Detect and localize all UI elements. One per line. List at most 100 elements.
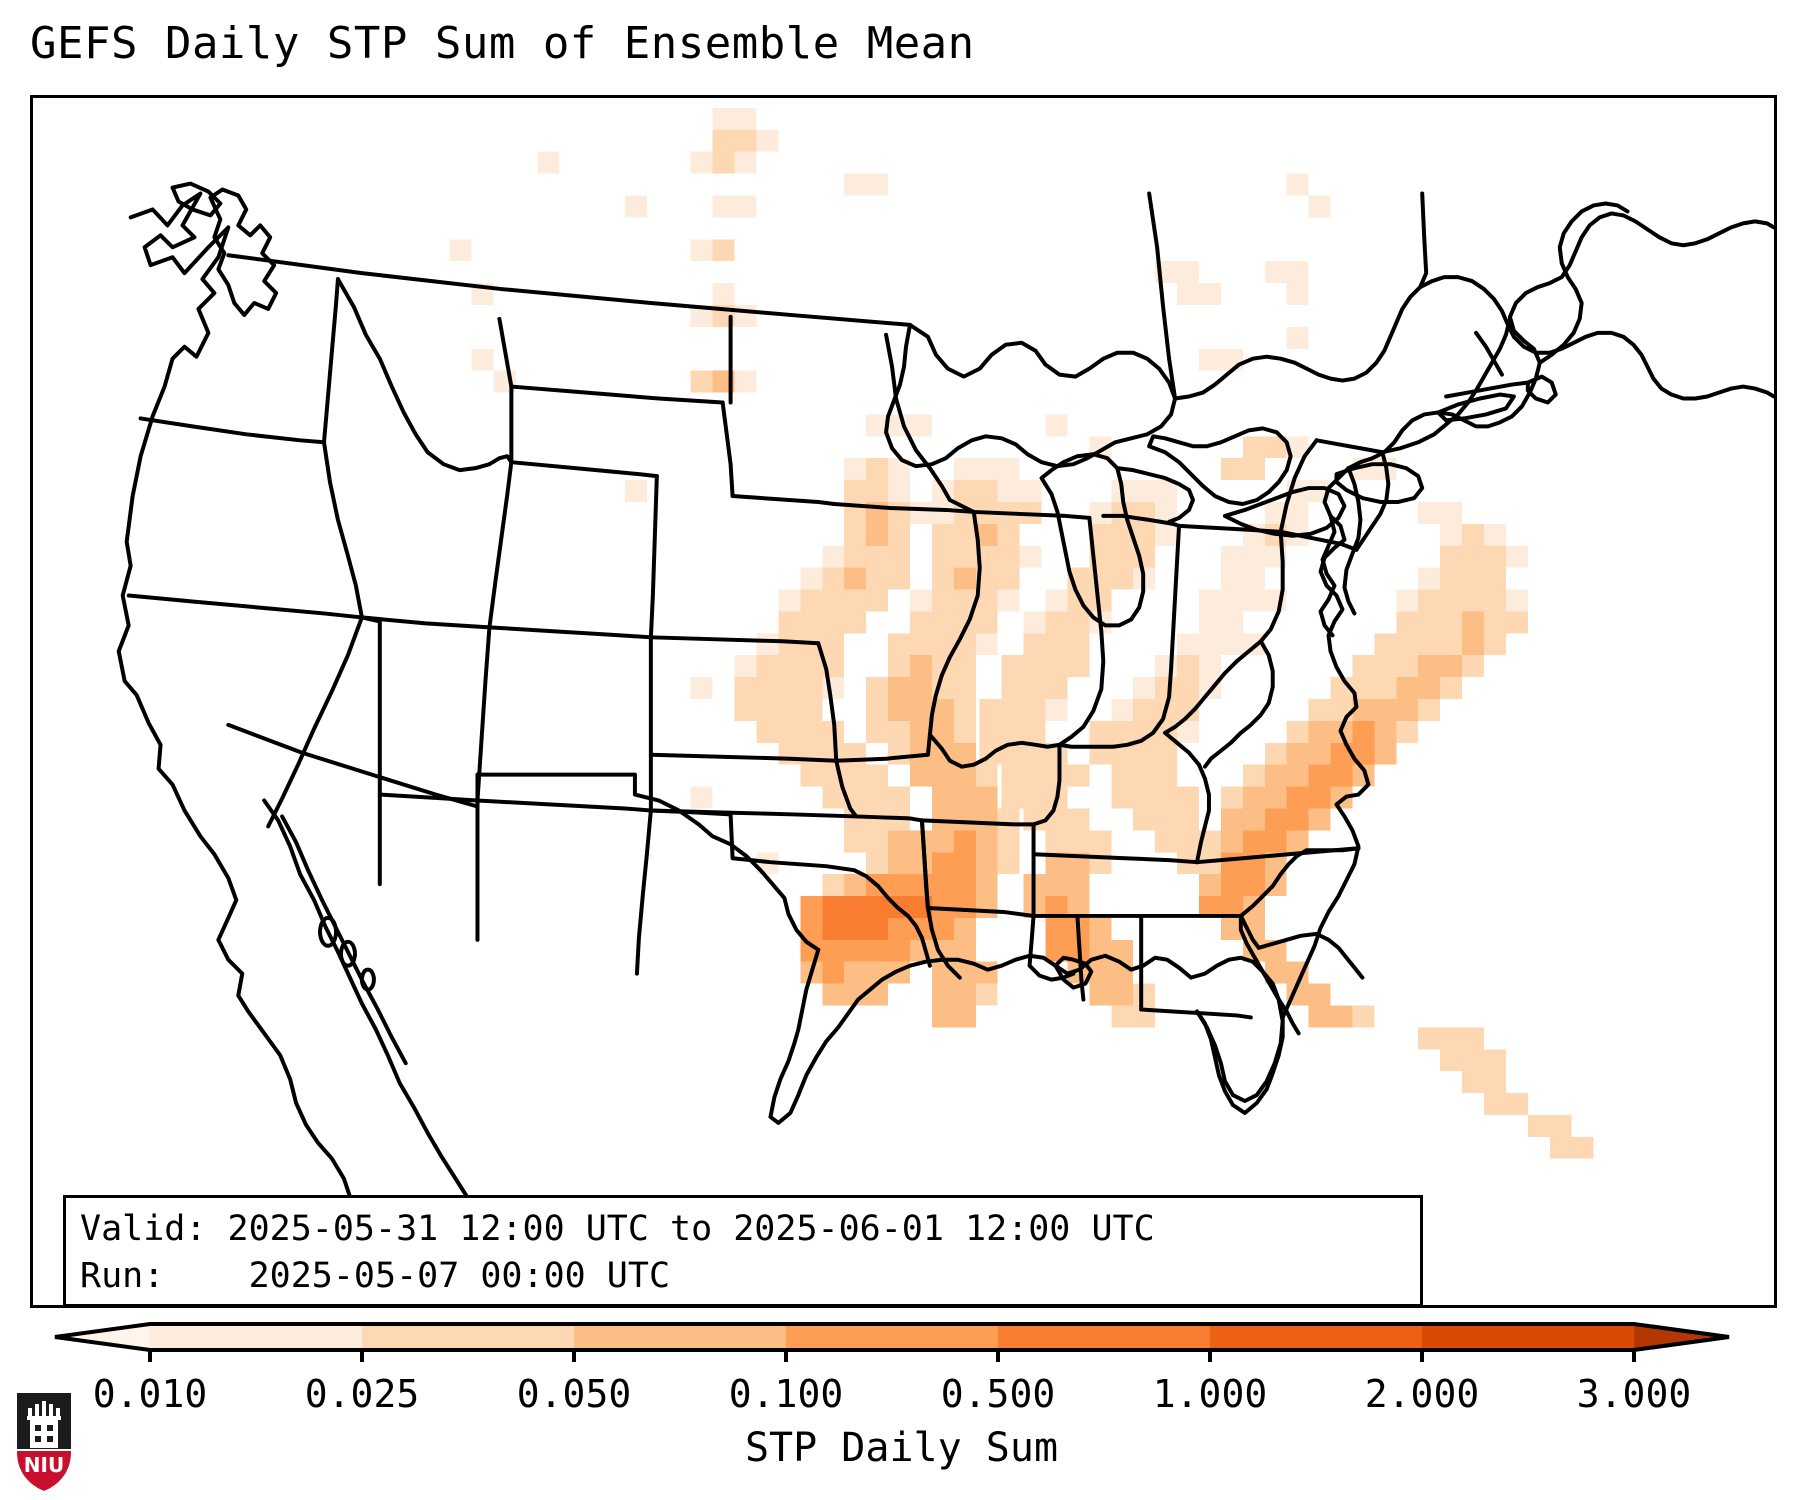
grid-cell xyxy=(1220,611,1243,634)
grid-cell xyxy=(1483,1093,1506,1115)
grid-cell xyxy=(953,874,976,897)
state-border-or-id xyxy=(322,440,364,620)
grid-cell xyxy=(1045,852,1068,875)
grid-cell xyxy=(1133,699,1156,721)
grid-cell xyxy=(1155,742,1178,765)
grid-cell xyxy=(712,195,735,218)
grid-cell xyxy=(690,304,713,327)
grid-cell xyxy=(1067,830,1090,853)
grid-cell xyxy=(1483,545,1506,568)
grid-cell xyxy=(844,567,867,590)
grid-cell xyxy=(1264,501,1287,524)
grid-cell xyxy=(888,852,910,875)
grid-cell xyxy=(1352,1005,1375,1028)
grid-cell xyxy=(1352,742,1375,765)
state-border-nm-tx xyxy=(634,808,653,976)
grid-cell xyxy=(1177,655,1199,678)
grid-cell xyxy=(1177,786,1199,809)
grid-cell xyxy=(866,764,889,787)
grid-cell xyxy=(734,304,757,327)
state-border-ne-ks xyxy=(648,752,839,763)
grid-cell xyxy=(734,699,757,721)
state-border-ok-tx xyxy=(728,812,901,910)
grid-cell xyxy=(1019,480,1042,502)
state-border-ca-nv xyxy=(266,615,364,829)
state-border-ny-pa xyxy=(1278,438,1319,534)
map-panel[interactable]: Valid: 2025-05-31 12:00 UTC to 2025-06-0… xyxy=(30,95,1777,1308)
grid-cell xyxy=(888,786,910,809)
grid-cell xyxy=(1111,545,1134,568)
grid-cell xyxy=(1198,348,1221,371)
coastline-lake-huron-erie xyxy=(1147,426,1293,506)
grid-cell xyxy=(1418,501,1441,524)
grid-cell xyxy=(931,589,954,612)
grid-cell xyxy=(1308,1005,1331,1028)
state-border-co-nm xyxy=(475,798,653,813)
grid-cell xyxy=(1045,917,1068,940)
geography-layer xyxy=(116,181,1774,1261)
grid-cell xyxy=(1462,1071,1484,1094)
grid-cell xyxy=(953,458,976,481)
grid-cell xyxy=(997,458,1020,481)
grid-cell xyxy=(909,589,932,612)
grid-cell xyxy=(449,239,472,262)
coastline-mississippi-delta xyxy=(1053,955,1094,990)
grid-cell xyxy=(712,239,735,262)
grid-cell xyxy=(975,830,998,853)
map-canvas xyxy=(116,107,1774,1261)
grid-cell xyxy=(888,458,910,481)
grid-cell xyxy=(1242,830,1265,853)
grid-cell xyxy=(1286,173,1309,196)
grid-cell xyxy=(1067,655,1090,678)
state-border-il-ky-mo xyxy=(927,732,1062,769)
grid-cell xyxy=(866,523,889,546)
grid-cell xyxy=(1286,436,1309,459)
grid-cell xyxy=(909,414,932,437)
niu-logo-shield: NIU xyxy=(15,1391,73,1494)
grid-cell xyxy=(997,523,1020,546)
grid-cell xyxy=(1045,764,1068,787)
grid-cell xyxy=(1023,786,1046,809)
grid-cell xyxy=(1462,611,1484,634)
border-us-canada-west xyxy=(226,253,912,327)
grid-cell xyxy=(1111,699,1134,721)
grid-cell xyxy=(1352,720,1375,743)
grid-cell xyxy=(1418,1027,1441,1050)
grid-cell xyxy=(822,874,845,897)
grid-cell xyxy=(1177,283,1199,305)
grid-cell xyxy=(931,699,954,721)
grid-cell xyxy=(931,611,954,634)
grid-cell xyxy=(953,917,976,940)
grid-cell xyxy=(1111,523,1134,546)
grid-cell xyxy=(997,589,1020,612)
grid-cell xyxy=(756,655,779,678)
grid-cell xyxy=(953,677,976,700)
grid-cell xyxy=(1155,764,1178,787)
grid-cell xyxy=(800,896,823,918)
colorbar-band xyxy=(574,1324,787,1350)
state-border-la-tx xyxy=(925,905,962,980)
grid-cell xyxy=(1198,283,1221,305)
grid-cell xyxy=(1440,1049,1463,1072)
state-border-wv-va xyxy=(1202,639,1275,769)
niu-red-band xyxy=(15,1449,73,1494)
colorbar-tick-label: 2.000 xyxy=(1364,1372,1480,1416)
grid-cell xyxy=(1111,983,1134,1006)
state-border-mn-wi xyxy=(884,332,976,514)
grid-cell xyxy=(1089,917,1112,940)
grid-cell xyxy=(1242,874,1265,897)
state-border-ut-az xyxy=(377,792,480,803)
colorbar[interactable] xyxy=(0,1312,1803,1362)
grid-cell xyxy=(909,852,932,875)
state-border-id-wy xyxy=(509,460,659,479)
grid-cell xyxy=(778,677,801,700)
grid-cell xyxy=(1220,852,1243,875)
grid-cell xyxy=(800,677,823,700)
grid-cell xyxy=(909,655,932,678)
grid-cell xyxy=(866,173,889,196)
state-border-sc-ga xyxy=(1238,913,1301,1036)
grid-cell xyxy=(1177,720,1199,743)
info-textbox: Valid: 2025-05-31 12:00 UTC to 2025-06-0… xyxy=(63,1195,1423,1305)
grid-cell xyxy=(778,699,801,721)
grid-cell xyxy=(1505,611,1528,634)
